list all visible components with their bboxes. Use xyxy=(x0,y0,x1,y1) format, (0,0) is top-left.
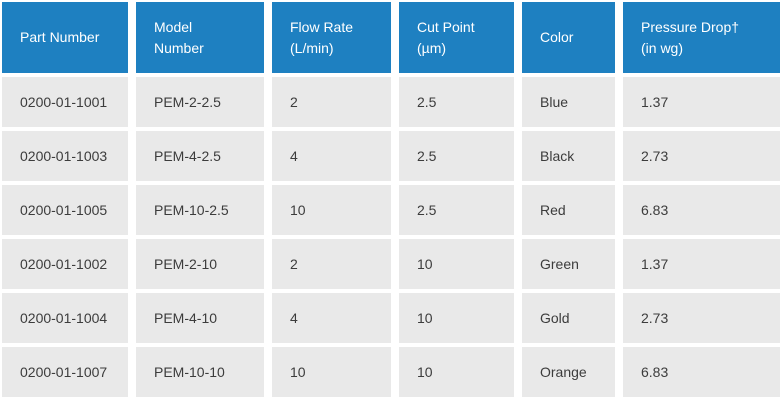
cell-part-number: 0200-01-1001 xyxy=(2,77,128,127)
cell-flow-rate: 4 xyxy=(272,131,391,181)
cell-pressure-drop: 1.37 xyxy=(623,239,780,289)
header-cell-color: Color xyxy=(522,2,615,73)
header-cell-pressure-drop: Pressure Drop† (in wg) xyxy=(623,2,780,73)
cell-cut-point: 10 xyxy=(399,347,514,397)
header-cell-model-number: Model Number xyxy=(136,2,264,73)
cell-flow-rate: 2 xyxy=(272,77,391,127)
cell-part-number: 0200-01-1002 xyxy=(2,239,128,289)
cell-cut-point: 10 xyxy=(399,293,514,343)
cell-pressure-drop: 6.83 xyxy=(623,185,780,235)
cell-pressure-drop: 2.73 xyxy=(623,131,780,181)
cell-flow-rate: 10 xyxy=(272,185,391,235)
cell-cut-point: 2.5 xyxy=(399,131,514,181)
cell-flow-rate: 10 xyxy=(272,347,391,397)
cell-pressure-drop: 2.73 xyxy=(623,293,780,343)
cell-cut-point: 10 xyxy=(399,239,514,289)
header-cell-part-number: Part Number xyxy=(2,2,128,73)
cell-part-number: 0200-01-1004 xyxy=(2,293,128,343)
cell-model-number: PEM-4-10 xyxy=(136,293,264,343)
cell-color: Red xyxy=(522,185,615,235)
cell-part-number: 0200-01-1007 xyxy=(2,347,128,397)
cell-model-number: PEM-2-10 xyxy=(136,239,264,289)
cell-pressure-drop: 6.83 xyxy=(623,347,780,397)
cell-cut-point: 2.5 xyxy=(399,77,514,127)
header-cell-flow-rate: Flow Rate (L/min) xyxy=(272,2,391,73)
cell-cut-point: 2.5 xyxy=(399,185,514,235)
cell-color: Orange xyxy=(522,347,615,397)
cell-color: Gold xyxy=(522,293,615,343)
cell-model-number: PEM-10-10 xyxy=(136,347,264,397)
header-cell-cut-point: Cut Point (µm) xyxy=(399,2,514,73)
cell-color: Green xyxy=(522,239,615,289)
cell-part-number: 0200-01-1003 xyxy=(2,131,128,181)
cell-model-number: PEM-4-2.5 xyxy=(136,131,264,181)
cell-part-number: 0200-01-1005 xyxy=(2,185,128,235)
cell-flow-rate: 2 xyxy=(272,239,391,289)
cell-pressure-drop: 1.37 xyxy=(623,77,780,127)
cell-model-number: PEM-2-2.5 xyxy=(136,77,264,127)
cell-color: Black xyxy=(522,131,615,181)
cell-model-number: PEM-10-2.5 xyxy=(136,185,264,235)
cell-color: Blue xyxy=(522,77,615,127)
cell-flow-rate: 4 xyxy=(272,293,391,343)
